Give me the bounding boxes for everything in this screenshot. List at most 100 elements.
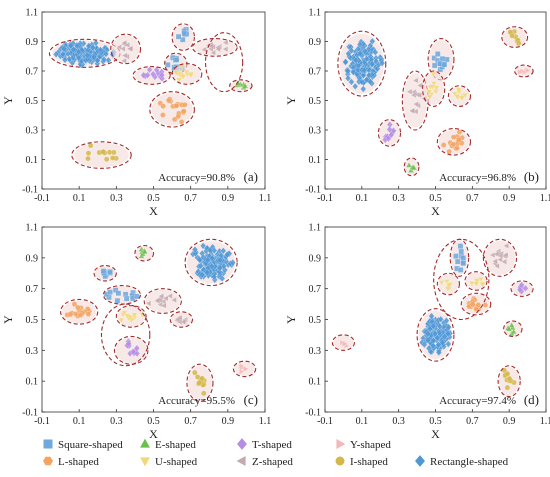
cluster-square-shaped — [449, 238, 470, 277]
data-point — [416, 92, 422, 99]
cluster-i-shaped — [71, 141, 132, 169]
data-point — [522, 284, 529, 292]
data-point — [222, 39, 229, 46]
x-tick-label: 0.1 — [356, 193, 369, 204]
data-point — [123, 295, 130, 302]
legend: Square-shaped E-shaped T-shaped Y-shaped L-s… — [43, 438, 509, 468]
data-point — [405, 161, 413, 168]
data-point — [497, 252, 503, 259]
cluster-e-shaped — [229, 79, 253, 93]
plot-frame — [41, 11, 266, 190]
data-point — [73, 41, 80, 50]
x-tick-label: -0.1 — [34, 193, 50, 204]
x-tick-label: 0.5 — [147, 193, 160, 204]
cluster-boundary — [115, 305, 147, 328]
legend-item-t-shaped: T-shaped — [237, 438, 292, 451]
cluster-boundary — [171, 63, 203, 85]
data-point — [430, 342, 437, 350]
data-point — [159, 112, 166, 118]
y-tick-label: 0.9 — [309, 253, 322, 264]
x-tick-label: 0.9 — [503, 193, 516, 204]
cluster-boundary — [232, 360, 257, 378]
cluster-e-shaped — [403, 157, 420, 177]
data-point — [107, 289, 113, 295]
data-point — [358, 78, 365, 86]
y-tick-label: 0.7 — [26, 284, 39, 295]
data-point — [89, 43, 96, 52]
panel-label: (b) — [524, 169, 539, 184]
data-point — [482, 302, 489, 308]
data-point — [67, 311, 74, 317]
data-point — [413, 100, 419, 108]
cluster-boundary — [149, 91, 195, 128]
data-point — [130, 348, 137, 356]
y-axis-label: Y — [284, 315, 298, 324]
x-tick-label: 0.9 — [222, 193, 235, 204]
plot-area — [337, 26, 534, 177]
cluster-i-shaped — [501, 26, 529, 48]
data-point — [425, 344, 432, 352]
x-tick-label: 1.1 — [259, 193, 272, 204]
cluster-z-shaped — [110, 33, 142, 65]
legend-label: U-shaped — [155, 456, 198, 468]
x-tick-label: 0.1 — [356, 416, 369, 427]
panel-label: (c) — [244, 392, 258, 407]
data-point — [74, 304, 81, 311]
panel-label: (a) — [244, 169, 258, 184]
data-point — [153, 66, 160, 74]
data-point — [238, 362, 245, 369]
data-point — [354, 66, 361, 74]
x-tick-label: 0.7 — [184, 416, 197, 427]
cluster-halo — [111, 35, 140, 63]
cluster-boundary — [134, 244, 155, 262]
cluster-boundary — [171, 23, 195, 51]
panel-c: -0.1 0.1 0.3 0.5 0.7 0.9 1.1 -0.1 0.1 0.3 0.5 0.7 0.… — [1, 223, 271, 442]
data-point — [181, 102, 188, 108]
cluster-z-shaped — [169, 311, 194, 328]
data-point — [438, 280, 445, 286]
cluster-boundary — [436, 272, 460, 296]
y-tick-label: 0.7 — [309, 284, 322, 295]
data-point — [412, 77, 419, 84]
legend-label: T-shaped — [252, 439, 292, 451]
data-point — [133, 344, 140, 352]
data-point — [85, 150, 92, 156]
data-point — [356, 49, 364, 58]
cluster-boundary — [337, 30, 387, 97]
data-point — [342, 58, 349, 66]
data-point — [345, 50, 352, 58]
legend-item-e-shaped: E-shaped — [140, 438, 196, 451]
data-point — [107, 269, 113, 275]
cluster-boundary — [377, 119, 402, 147]
data-point — [75, 48, 82, 56]
cluster-halo — [115, 337, 147, 364]
data-point — [145, 300, 152, 307]
group-boundary — [100, 303, 151, 367]
cluster-e-shaped — [134, 244, 155, 262]
data-point — [344, 67, 351, 75]
data-point — [503, 242, 509, 249]
data-point — [350, 68, 357, 76]
data-point — [175, 33, 182, 40]
data-point — [475, 302, 482, 308]
data-point — [150, 70, 157, 78]
cluster-boundary — [497, 365, 521, 398]
data-point — [431, 62, 438, 69]
data-point — [100, 268, 107, 274]
x-tick-label: 0.3 — [392, 416, 405, 427]
data-point — [204, 256, 211, 264]
data-point — [154, 297, 161, 304]
plot-area — [60, 238, 257, 402]
data-point — [410, 164, 417, 170]
cluster-l-shaped — [60, 298, 99, 325]
cluster-l-shaped — [460, 292, 492, 316]
data-point — [460, 260, 466, 266]
data-point — [425, 89, 433, 96]
data-point — [441, 61, 448, 68]
data-point — [436, 329, 443, 337]
legend-marker — [43, 456, 53, 466]
panel-label: (d) — [524, 392, 539, 407]
data-point — [388, 131, 395, 139]
x-axis-label: X — [149, 204, 158, 218]
data-point — [373, 57, 380, 65]
